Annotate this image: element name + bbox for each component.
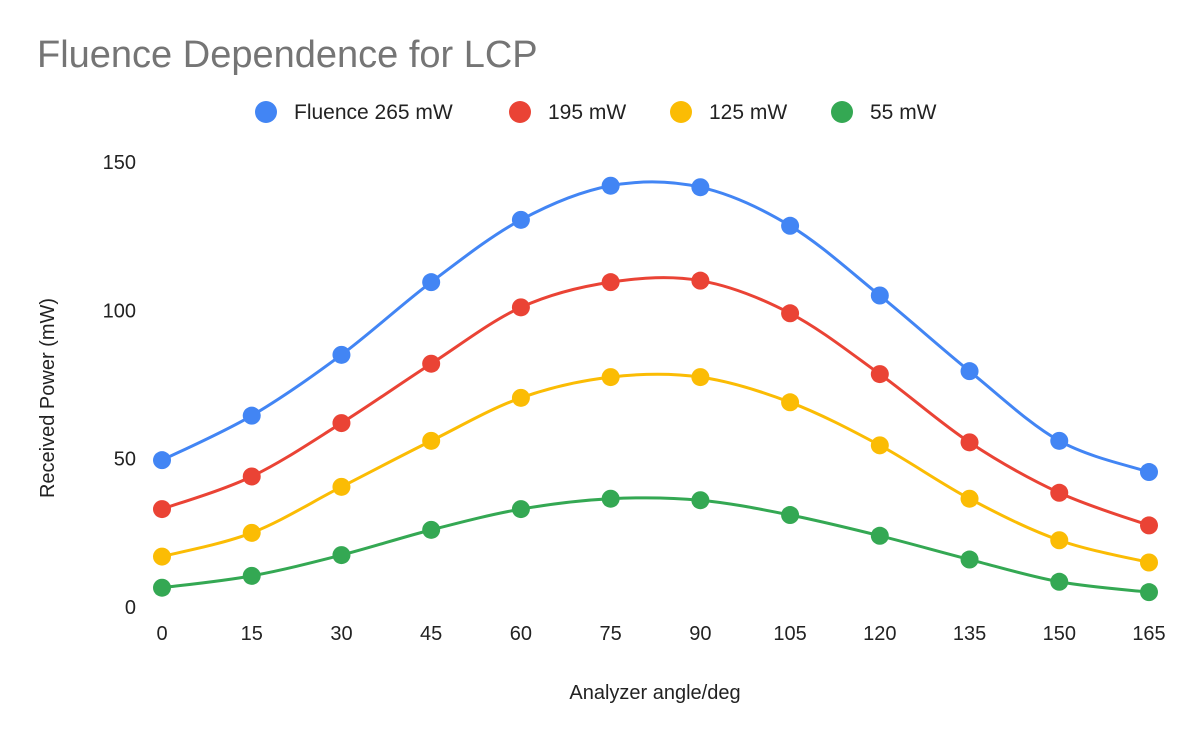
series-line [160, 372, 1151, 564]
data-point [332, 477, 351, 496]
x-tick-label: 165 [1132, 623, 1165, 645]
legend-label: Fluence 265 mW [294, 101, 453, 124]
data-point [960, 433, 979, 452]
data-point [422, 520, 441, 539]
data-point [960, 489, 979, 508]
data-point [332, 546, 351, 565]
y-tick-label: 100 [103, 300, 136, 322]
x-tick-label: 0 [156, 623, 167, 645]
data-point [1050, 531, 1069, 550]
legend-marker [255, 101, 277, 123]
x-axis-ticks: 0 15 30 45 60 75 90 105 120 135 150 165 [156, 623, 1165, 645]
legend-marker [509, 101, 531, 123]
data-point [691, 368, 710, 387]
x-tick-label: 120 [863, 623, 896, 645]
data-point [511, 298, 530, 317]
data-point [601, 273, 620, 292]
data-point [511, 500, 530, 519]
data-point [153, 547, 171, 566]
x-tick-label: 90 [689, 623, 711, 645]
series-line [160, 276, 1151, 527]
data-point [960, 550, 979, 569]
data-point [781, 393, 800, 412]
data-point [242, 406, 261, 425]
series-lines [160, 180, 1151, 594]
data-point [511, 388, 530, 407]
data-point [781, 216, 800, 235]
data-point [1140, 463, 1158, 482]
legend-marker [670, 101, 692, 123]
x-tick-label: 60 [510, 623, 532, 645]
x-tick-label: 45 [420, 623, 442, 645]
series-line [160, 180, 1151, 474]
data-point [153, 500, 171, 519]
x-axis-label: Analyzer angle/deg [569, 682, 740, 704]
data-point [870, 365, 889, 384]
data-point [601, 176, 620, 195]
y-axis-label: Received Power (mW) [37, 298, 59, 498]
data-point [870, 286, 889, 305]
data-point [781, 304, 800, 323]
data-point [153, 451, 171, 470]
data-point [332, 414, 351, 433]
legend: Fluence 265 mW 195 mW 125 mW 55 mW [255, 101, 937, 124]
x-tick-label: 150 [1043, 623, 1076, 645]
data-point [153, 578, 171, 597]
data-point [691, 271, 710, 290]
y-axis-ticks: 0 50 100 150 [103, 152, 136, 619]
x-tick-label: 15 [241, 623, 263, 645]
data-point [1140, 516, 1158, 535]
data-point [691, 178, 710, 197]
y-tick-label: 0 [125, 597, 136, 619]
data-point [422, 431, 441, 450]
data-point [242, 467, 261, 486]
series-line [160, 496, 1151, 594]
chart-title: Fluence Dependence for LCP [37, 34, 538, 76]
data-point [870, 436, 889, 455]
data-point [781, 506, 800, 525]
series-points [153, 176, 1158, 602]
x-tick-label: 105 [773, 623, 806, 645]
data-point [511, 210, 530, 229]
data-point [332, 345, 351, 364]
data-point [601, 368, 620, 387]
data-point [422, 273, 441, 292]
data-point [242, 523, 261, 542]
y-tick-label: 150 [103, 152, 136, 174]
legend-label: 195 mW [548, 101, 626, 124]
data-point [691, 491, 710, 510]
data-point [422, 354, 441, 373]
data-point [1140, 583, 1158, 602]
x-tick-label: 30 [330, 623, 352, 645]
x-tick-label: 135 [953, 623, 986, 645]
data-point [960, 362, 979, 381]
data-point [1050, 572, 1069, 591]
data-point [1050, 483, 1069, 502]
data-point [242, 566, 261, 585]
data-point [1050, 431, 1069, 450]
data-point [601, 489, 620, 508]
legend-label: 55 mW [870, 101, 937, 124]
x-tick-label: 75 [600, 623, 622, 645]
data-point [870, 526, 889, 545]
y-tick-label: 50 [114, 449, 136, 471]
legend-label: 125 mW [709, 101, 787, 124]
legend-marker [831, 101, 853, 123]
data-point [1140, 553, 1158, 572]
